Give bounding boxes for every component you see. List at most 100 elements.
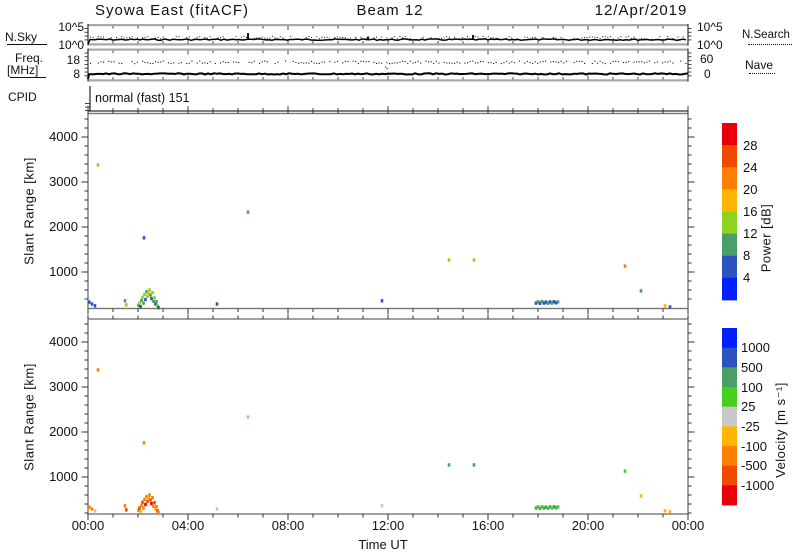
nave-label: Nave xyxy=(745,58,774,72)
data-point xyxy=(380,299,384,303)
xaxis-tick-label: 12:00 xyxy=(371,518,405,533)
nave-dotted-line-key xyxy=(749,73,775,74)
velocity-ytick-label: 3000 xyxy=(49,379,78,394)
data-point xyxy=(143,292,146,297)
data-point xyxy=(157,510,160,515)
data-point xyxy=(623,469,627,473)
velocity-colorbar-tick: 500 xyxy=(741,359,763,375)
data-point xyxy=(150,296,153,301)
data-point xyxy=(550,506,554,510)
data-point xyxy=(246,210,250,214)
velocity-colorbar xyxy=(722,328,737,506)
data-point xyxy=(534,301,538,305)
freq-ytick-bottom: 8 xyxy=(73,67,80,81)
data-point xyxy=(215,507,219,511)
data-point xyxy=(90,507,94,511)
data-point xyxy=(548,300,552,304)
data-point xyxy=(536,300,540,304)
velocity-colorbar-tick: -100 xyxy=(741,438,768,454)
nsearch-label: N.Search xyxy=(742,29,790,41)
nsky-panel xyxy=(84,24,692,46)
data-point xyxy=(142,236,146,240)
freq-series xyxy=(87,60,689,80)
power-colorbar-tick: 28 xyxy=(743,137,758,153)
cpid-mode-text: normal (fast) 151 xyxy=(95,91,190,105)
velocity-colorbar-tick: 1000 xyxy=(741,340,770,356)
data-point xyxy=(447,463,451,467)
data-point xyxy=(153,295,156,300)
xaxis-tick-label: 08:00 xyxy=(271,518,305,533)
data-point xyxy=(145,495,148,499)
data-point xyxy=(88,300,91,304)
data-point xyxy=(146,499,149,503)
data-point xyxy=(88,505,91,509)
page-title: Syowa East (fitACF) xyxy=(94,2,250,19)
velocity-colorbar-tick: -25 xyxy=(741,418,760,434)
data-point xyxy=(140,298,143,303)
data-point xyxy=(96,163,100,167)
data-point xyxy=(90,302,94,306)
data-point xyxy=(123,299,127,303)
power-panel xyxy=(81,109,695,315)
data-point xyxy=(125,303,128,307)
xaxis-tick-label: 20:00 xyxy=(571,518,605,533)
data-point xyxy=(151,496,154,500)
data-point xyxy=(548,505,552,509)
data-point xyxy=(472,463,476,467)
velocity-ytick-label: 2000 xyxy=(49,424,78,439)
data-point xyxy=(447,258,451,262)
nsky-solid-line-key xyxy=(7,44,47,45)
power-colorbar-tick: 12 xyxy=(743,226,758,242)
nave-right-tick-top: 60 xyxy=(700,52,714,66)
data-point xyxy=(639,289,643,293)
velocity-ytick-label: 4000 xyxy=(49,334,78,349)
power-data-points xyxy=(88,163,672,310)
power-colorbar-tick: 8 xyxy=(743,248,751,264)
data-point xyxy=(552,300,556,304)
data-point xyxy=(152,299,155,303)
velocity-colorbar-tick: -500 xyxy=(741,458,768,474)
data-point xyxy=(550,301,554,305)
data-point xyxy=(149,498,152,502)
freq-ytick-top: 18 xyxy=(66,53,80,67)
nsky-ytick-bottom: 10^0 xyxy=(58,38,84,52)
beam-label: Beam 12 xyxy=(356,2,424,19)
cpid-label: CPID xyxy=(8,90,37,104)
data-point xyxy=(556,505,560,509)
velocity-ytick-label: 1000 xyxy=(49,469,78,484)
data-point xyxy=(246,415,250,419)
date-label: 12/Apr/2019 xyxy=(594,2,688,19)
data-point xyxy=(152,504,155,508)
data-point xyxy=(145,290,148,294)
nsky-label: N.Sky xyxy=(5,30,38,44)
freq-solid-line-key xyxy=(10,77,46,78)
data-point xyxy=(146,294,149,298)
data-point xyxy=(138,301,141,305)
data-point xyxy=(546,301,550,305)
data-point xyxy=(151,291,154,295)
nave-right-tick-bottom: 0 xyxy=(704,67,711,81)
data-point xyxy=(215,302,219,306)
data-point xyxy=(540,300,544,304)
data-point xyxy=(668,510,672,514)
power-ytick-label: 2000 xyxy=(49,219,78,234)
data-point xyxy=(155,300,158,304)
data-point xyxy=(140,503,143,508)
freq-panel xyxy=(84,48,692,82)
data-point xyxy=(149,293,152,297)
data-point xyxy=(123,504,127,508)
data-point xyxy=(155,505,158,509)
power-colorbar-tick: 4 xyxy=(743,270,751,286)
data-point xyxy=(472,258,476,262)
data-point xyxy=(93,304,97,308)
power-colorbar-title: Power [dB] xyxy=(758,203,774,273)
xaxis-tick-label: 00:00 xyxy=(71,518,105,533)
xaxis-tick-label: 00:00 xyxy=(671,518,705,533)
nsearch-dotted-line-key xyxy=(748,44,792,45)
velocity-data-points xyxy=(88,368,672,515)
data-point xyxy=(639,494,643,498)
data-point xyxy=(148,288,151,292)
data-point xyxy=(623,264,627,268)
nsky-series xyxy=(87,33,687,45)
